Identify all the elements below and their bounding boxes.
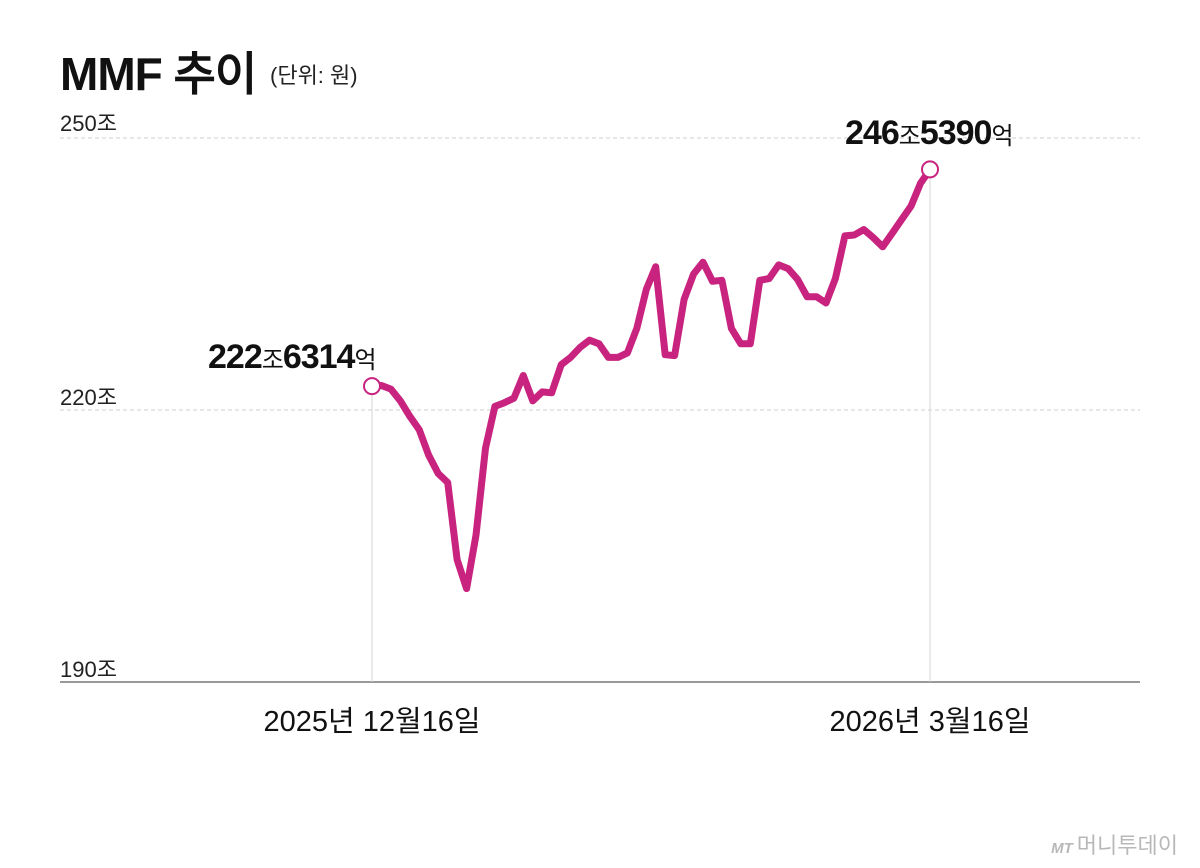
end-value-label: 246조5390억	[845, 114, 1014, 153]
y-tick-220: 220조	[60, 385, 117, 410]
start-value-hundred-million-unit: 억	[354, 347, 376, 374]
logo-text: 머니투데이	[1076, 833, 1178, 858]
end-value-trillion-unit: 조	[898, 123, 921, 150]
start-value-label: 222조6314억	[208, 338, 377, 377]
endpoint-marker-0	[363, 377, 381, 396]
chart-title: MMF 추이	[60, 48, 257, 100]
y-tick-250: 250조	[60, 111, 117, 136]
endpoint-marker-1	[921, 160, 939, 179]
series-line	[368, 166, 934, 593]
x-tick-end: 2026년 3월16일	[829, 706, 1031, 738]
unit-label: (단위: 원)	[270, 63, 358, 88]
x-tick-start: 2025년 12월16일	[263, 706, 481, 738]
end-value-trillion: 246	[845, 114, 900, 152]
start-value-trillion-unit: 조	[261, 347, 284, 374]
start-value-trillion: 222	[208, 338, 263, 376]
publisher-logo: MT 머니투데이	[1051, 828, 1178, 860]
logo-mark: MT	[1051, 840, 1073, 857]
start-value-hundred-million: 6314	[282, 338, 356, 376]
end-value-hundred-million: 5390	[919, 114, 993, 152]
y-tick-190: 190조	[60, 657, 117, 682]
end-value-hundred-million-unit: 억	[991, 123, 1013, 150]
